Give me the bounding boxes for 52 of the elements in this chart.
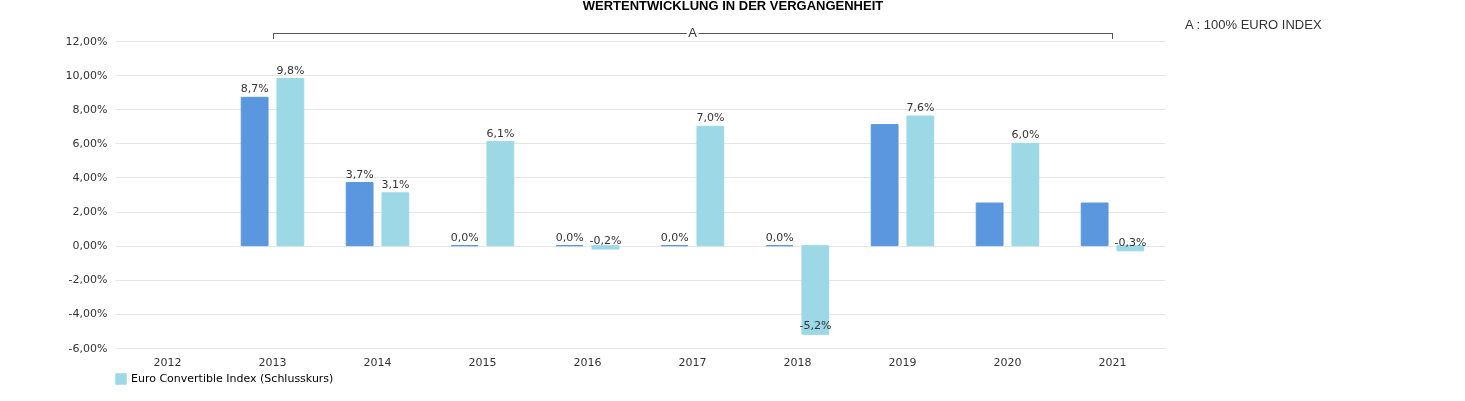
x-tick-label: 2012 (153, 355, 182, 369)
x-tick-label: 2013 (258, 355, 287, 369)
data-label: -0,2% (589, 234, 622, 248)
x-tick-label: 2017 (678, 355, 707, 369)
text: A (686, 25, 699, 40)
bar (975, 202, 1004, 247)
bar (1011, 142, 1040, 247)
y-tick-label: 0,00% (72, 239, 108, 253)
y-tick-label: -4,00% (68, 307, 108, 321)
data-label: 0,0% (450, 230, 479, 244)
y-tick-label: 12,00% (65, 34, 108, 48)
x-tick-label: 2014 (363, 355, 392, 369)
data-label: 3,7% (345, 167, 374, 181)
x-tick-label: 2016 (573, 355, 602, 369)
y-tick-label: 4,00% (72, 170, 108, 184)
y-tick-label: 2,00% (72, 205, 108, 219)
bar (591, 245, 620, 250)
data-label: 6,0% (1011, 128, 1040, 142)
data-label: 8,7% (240, 82, 269, 96)
data-label: 9,8% (276, 63, 305, 77)
bar (345, 182, 374, 247)
data-label: -5,2% (799, 319, 832, 333)
y-tick-label: -6,00% (68, 341, 108, 355)
x-tick-label: 2018 (783, 355, 812, 369)
bar (870, 124, 899, 247)
bar (381, 192, 410, 247)
bar (906, 115, 935, 247)
x-tick-label: 2020 (993, 355, 1022, 369)
chart-title: WERTENTWICKLUNG IN DER VERGANGENHEIT (582, 0, 884, 13)
x-tick-label: 2015 (468, 355, 497, 369)
y-tick-label: -2,00% (68, 273, 108, 287)
bar (1080, 202, 1109, 247)
data-label: 0,0% (660, 230, 689, 244)
data-label: 6,1% (486, 126, 515, 140)
bar (801, 245, 830, 335)
x-tick-label: 2021 (1098, 355, 1127, 369)
data-label: 3,1% (381, 177, 410, 191)
data-label: 7,6% (906, 101, 935, 115)
text: A : 100% EURO INDEX (1185, 17, 1322, 32)
bar (486, 141, 515, 247)
y-tick-label: 10,00% (65, 68, 108, 82)
y-tick-label: 6,00% (72, 136, 108, 150)
bar (696, 125, 725, 247)
y-tick-label: 8,00% (72, 102, 108, 116)
data-label: 0,0% (555, 230, 584, 244)
x-tick-label: 2019 (888, 355, 917, 369)
data-label: 0,0% (765, 230, 794, 244)
data-label: 7,0% (696, 111, 725, 125)
legend-label: Euro Convertible Index (Schlusskurs) (131, 372, 334, 385)
bar (240, 96, 269, 247)
data-label: -0,3% (1114, 235, 1147, 249)
bar (276, 78, 305, 247)
